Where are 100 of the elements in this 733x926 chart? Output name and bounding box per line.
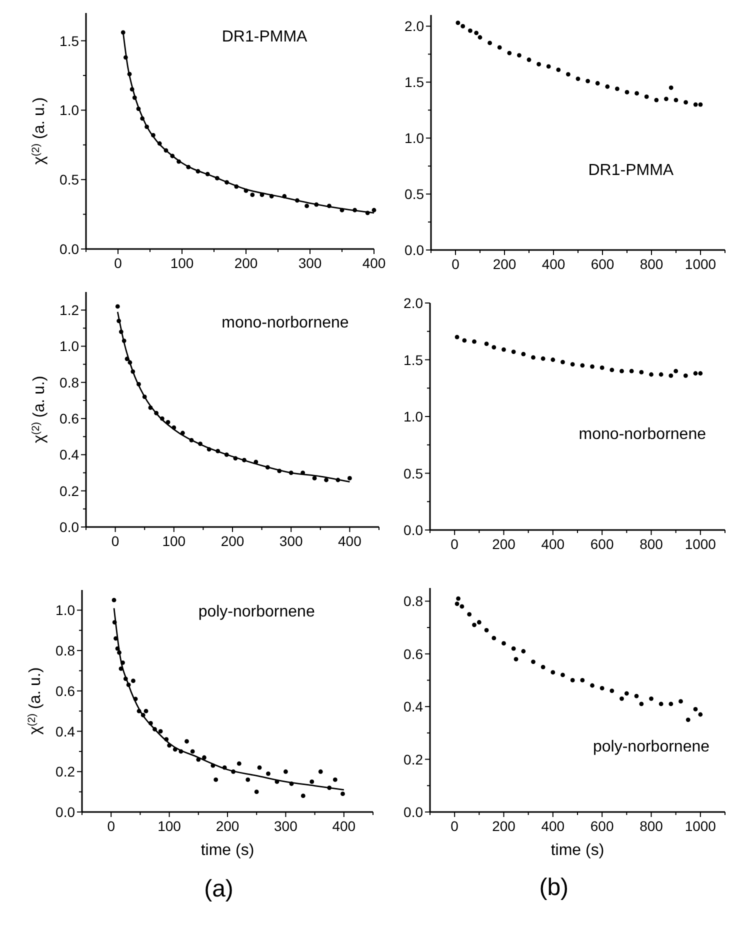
x-tick-label: 0 (111, 533, 120, 549)
point (590, 364, 594, 369)
y-tick-label: 1.0 (56, 602, 76, 618)
point (131, 678, 136, 684)
point (674, 98, 678, 102)
point (456, 20, 460, 26)
point (586, 78, 590, 84)
point (332, 778, 338, 782)
point (550, 358, 556, 362)
x-tick-label: 200 (216, 818, 240, 834)
point (484, 342, 489, 346)
annotation: mono-norbornene (578, 426, 706, 444)
point (202, 755, 206, 760)
point (462, 338, 467, 343)
point (576, 76, 580, 81)
point (115, 304, 120, 309)
point (468, 28, 472, 33)
point (312, 476, 317, 480)
point (590, 683, 594, 688)
point (698, 712, 703, 717)
annotation: poly-norbornene (198, 604, 315, 621)
point (550, 670, 556, 675)
point (639, 702, 644, 706)
point (454, 334, 460, 340)
point (683, 373, 688, 378)
y-tick-label: 0.4 (60, 446, 80, 463)
point (484, 628, 489, 632)
y-tick-label: 0.0 (60, 519, 80, 535)
x-tick-label: 400 (332, 818, 356, 834)
point (324, 478, 328, 482)
y-tick-label: 1.2 (60, 302, 80, 318)
point (615, 86, 620, 92)
y-tick-label: 1.0 (60, 102, 80, 118)
point (644, 94, 649, 99)
y-tick-label: 0.2 (404, 751, 424, 768)
x-tick-label: 300 (274, 818, 298, 834)
point (566, 72, 570, 77)
point (478, 35, 482, 40)
point (214, 778, 218, 782)
x-axis-title: time (s) (200, 842, 254, 859)
y-tick-label: 0.6 (404, 646, 424, 662)
point (668, 702, 674, 706)
x-tick-label: 200 (234, 255, 258, 271)
y-tick-label: 0.5 (404, 465, 424, 482)
x-axis-title: time (s) (550, 842, 604, 859)
point (698, 102, 703, 107)
point (624, 691, 629, 696)
y-tick-label: 1.5 (404, 352, 424, 368)
point (639, 370, 644, 374)
x-tick-label: 0 (107, 818, 116, 834)
point (492, 636, 496, 640)
point (684, 100, 688, 104)
point (184, 739, 189, 744)
y-tick-label: 0.2 (60, 482, 80, 499)
point (560, 672, 565, 678)
point (492, 345, 496, 350)
text: (b) (539, 874, 569, 901)
point (693, 371, 698, 376)
point (649, 696, 654, 701)
x-tick-label: 300 (298, 255, 322, 271)
line-series (116, 311, 350, 483)
point (497, 45, 502, 50)
point (580, 678, 585, 682)
point (257, 765, 262, 770)
point (507, 50, 512, 56)
point (678, 699, 683, 704)
x-tick-label: 200 (492, 536, 516, 552)
x-tick-label: 100 (162, 533, 186, 549)
y-tick-label: 0.6 (60, 410, 80, 427)
y-tick-label: 0.0 (60, 241, 80, 257)
x-tick-label: 400 (541, 536, 565, 552)
point (511, 646, 516, 651)
y-tick-label: 0.8 (56, 642, 76, 659)
point (300, 794, 306, 798)
point (310, 780, 314, 784)
point (476, 620, 482, 624)
x-tick-label: 1000 (684, 818, 716, 834)
annotation: DR1-PMMA (222, 28, 308, 46)
point (472, 339, 476, 344)
text: (a) (204, 875, 234, 902)
point (304, 204, 309, 208)
x-tick-label: 600 (590, 536, 614, 552)
x-tick-label: 0 (450, 818, 459, 834)
point (521, 352, 526, 356)
point (454, 602, 460, 606)
point (144, 708, 148, 714)
x-tick-label: 0 (452, 256, 460, 272)
point (460, 604, 464, 609)
point (580, 363, 585, 368)
point (511, 350, 516, 354)
point (514, 656, 518, 662)
x-tick-label: 400 (362, 255, 386, 271)
x-tick-label: 600 (590, 818, 614, 834)
point (474, 30, 479, 36)
point (600, 365, 604, 370)
point (610, 688, 614, 693)
x-tick-label: 100 (158, 818, 182, 834)
point (658, 702, 664, 706)
point (570, 678, 575, 682)
x-tick-label: 800 (640, 536, 664, 552)
